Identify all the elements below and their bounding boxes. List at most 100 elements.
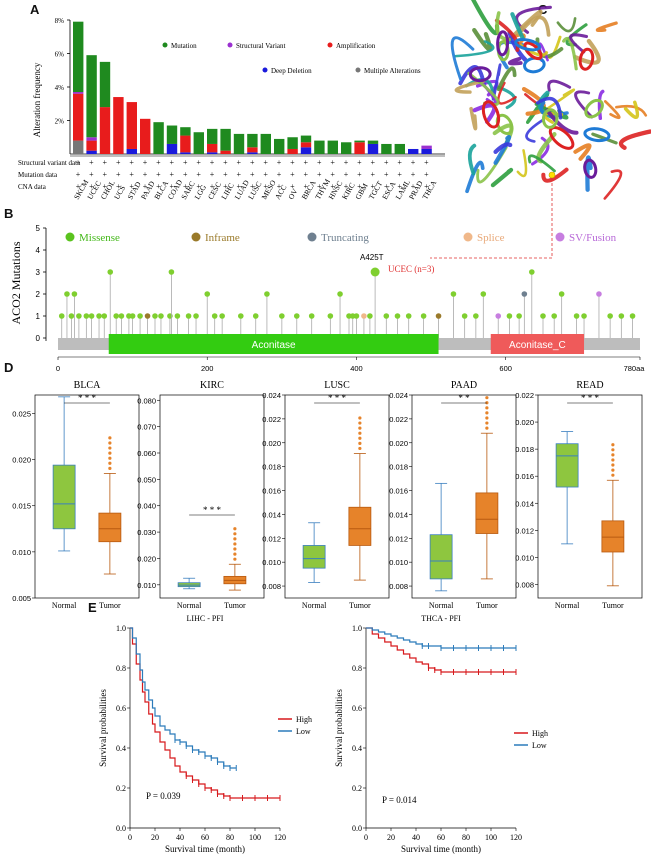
row-mark: + (183, 170, 188, 179)
outlier-point (108, 451, 112, 455)
bar-laml-mutation (394, 143, 405, 154)
x-tick-label: 80 (462, 833, 470, 842)
bar-tgct-mutation (367, 140, 379, 144)
outlier-point (611, 448, 615, 452)
lollipop-head (204, 291, 211, 297)
row-mark: + (330, 170, 335, 179)
bar-skcm-amplification (73, 93, 84, 141)
y-tick-label: 0.060 (137, 449, 156, 458)
row-mark: + (210, 170, 215, 179)
x-tick-label: 120 (510, 833, 522, 842)
bar-sarc-deep-deletion (180, 152, 191, 154)
bar-brca-mutation (300, 135, 312, 143)
ribbon (618, 129, 651, 150)
row-mark: + (196, 182, 201, 191)
ribbon (562, 36, 578, 71)
y-tick-label: 0.070 (137, 423, 156, 432)
boxplot-read: READ 0.008 0.010 0.012 0.014 0.016 0.018 0.020 0… (515, 380, 643, 610)
bars (73, 21, 432, 154)
bar-prad-deep-deletion (408, 148, 419, 154)
row-mark: + (103, 182, 108, 191)
ribbon (467, 143, 477, 176)
legend-label: Inframe (205, 232, 240, 244)
lollipop-head (596, 291, 602, 297)
survival-curves: LIHC - PFI 0.0 0.2 0.4 0.6 0.8 1.0 0 20 40 60 80 100… (98, 614, 548, 854)
boxplot-title: LUSC (324, 380, 350, 391)
outlier-point (108, 466, 112, 470)
y-tick-label: 0.6 (352, 704, 362, 713)
legend-label: Low (296, 727, 311, 736)
ribbon (494, 18, 520, 52)
lollipop-head (420, 313, 427, 319)
domain-aconitase (108, 334, 439, 354)
y-tick-label: 0 (36, 334, 41, 343)
outlier-point (358, 426, 362, 430)
row-mark: + (263, 158, 268, 167)
outlier-point (358, 416, 362, 420)
boxplot-paad: PAAD 0.008 0.010 0.012 0.014 0.016 0.018 0.020 0… (389, 380, 517, 610)
bar-ucs-amplification (113, 97, 124, 154)
bar-ov-mutation (287, 137, 298, 149)
legend-label: Mutation (171, 42, 197, 50)
km-curve-low (366, 627, 516, 649)
plot-frame (537, 394, 643, 599)
lollipop-head (279, 313, 285, 319)
row-mark: + (371, 158, 376, 167)
box-normal (52, 396, 76, 552)
x-tick-label: 40 (176, 833, 184, 842)
outlier-point (485, 411, 489, 415)
helix (583, 158, 598, 179)
row-mark: + (223, 158, 228, 167)
row-mark: + (384, 170, 389, 179)
lollipop-head (58, 313, 65, 319)
significance-stars: * * * (203, 505, 222, 515)
bar-stad-deep-deletion (126, 148, 137, 154)
lollipop-head (168, 269, 175, 275)
row-mark: + (103, 170, 108, 179)
ribbon (595, 21, 618, 33)
bar-esca-mutation (381, 143, 392, 154)
row-mark: + (304, 158, 309, 167)
lollipop-head (211, 313, 218, 319)
box-body (475, 492, 499, 534)
row-mark: + (143, 170, 148, 179)
ribbon (493, 135, 512, 165)
outlier-point (358, 446, 362, 451)
panel-label-b: B (4, 206, 13, 221)
ribbon (454, 40, 495, 58)
x-tick-label: 80 (226, 833, 234, 842)
row-mark: + (196, 170, 201, 179)
lollipop-head (573, 313, 580, 319)
outlier-point (358, 441, 362, 445)
row-label: CNA data (18, 183, 47, 191)
row-mark: + (223, 182, 228, 191)
y-tick-label: 0.0 (352, 824, 362, 833)
y-tick-label: 0.022 (515, 391, 534, 400)
lollipop-head (167, 313, 173, 319)
ribbon (465, 160, 485, 194)
data-rows: Structural variant data+ + + + + + + + + + + + + + + + +… (18, 155, 445, 191)
row-mark: + (76, 158, 81, 167)
x-tick-label: 60 (437, 833, 445, 842)
bar-tgct-deep-deletion (367, 143, 379, 154)
lollipop-head (144, 313, 151, 319)
row-mark: + (290, 158, 295, 167)
y-tick-label: 8% (55, 17, 65, 25)
domain-aconitase-c-label: Aconitase_C (509, 340, 566, 351)
ribbon (623, 100, 640, 119)
outlier-point (233, 532, 237, 536)
y-axis-label: Survival probabilities (334, 689, 344, 767)
row-mark: + (397, 182, 402, 191)
outlier-point (358, 431, 362, 435)
row-mark: + (357, 182, 362, 191)
lollipop-head (370, 267, 380, 277)
helix (548, 126, 575, 150)
bar-skcm-multiple-alterations (73, 140, 84, 154)
panel-label-d: D (4, 360, 13, 375)
significance-stars: * * * (328, 393, 347, 403)
ribbon (490, 167, 514, 188)
box-body (98, 512, 122, 543)
row-mark: + (317, 170, 322, 179)
y-tick-label: 0.030 (137, 528, 156, 537)
row-mark: + (250, 158, 255, 167)
